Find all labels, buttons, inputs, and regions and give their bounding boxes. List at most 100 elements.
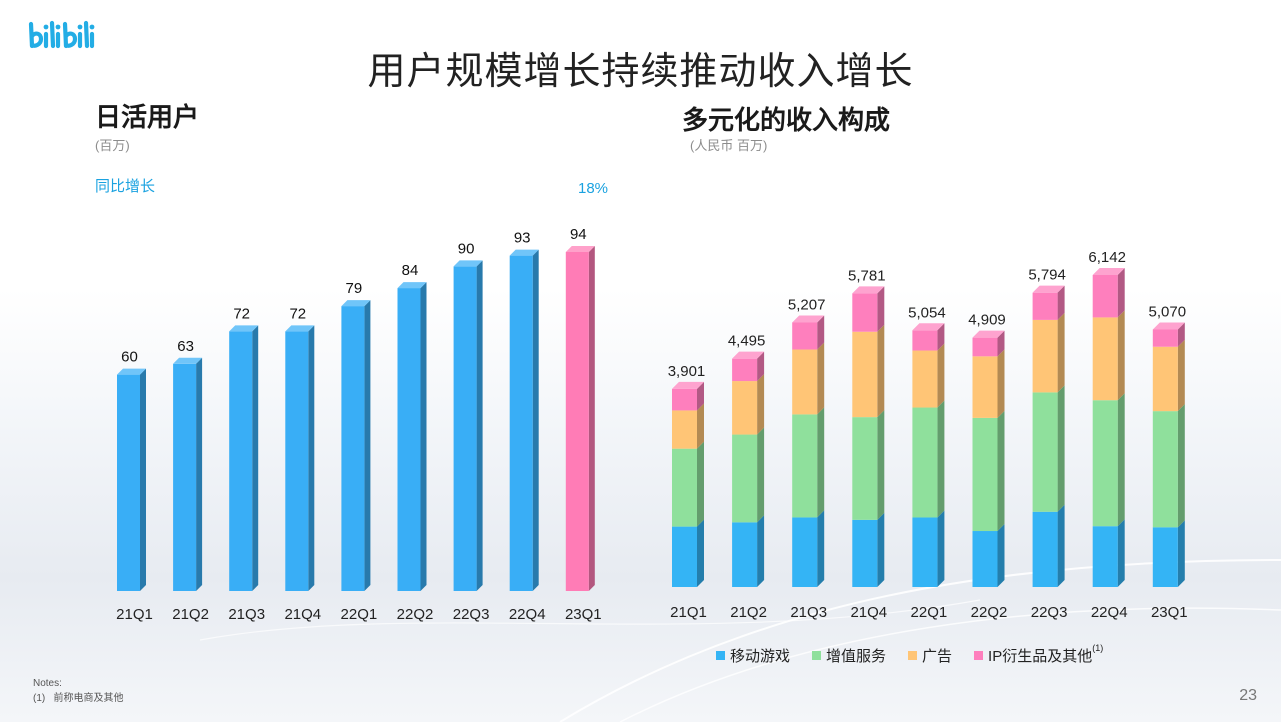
dau-value-label-21Q4: 72	[289, 305, 306, 322]
notes-item-1: (1) 前称电商及其他	[33, 693, 124, 704]
revenue-axis-label-21Q4: 21Q4	[850, 604, 887, 621]
revenue-axis-label-23Q1: 23Q1	[1151, 604, 1188, 621]
revenue-segment-vas-21Q1	[672, 441, 704, 527]
revenue-segment-advertising-22Q2	[972, 349, 1005, 418]
revenue-segment-advertising-21Q2	[732, 374, 765, 435]
dau-value-label-21Q3: 72	[233, 305, 250, 322]
revenue-segment-advertising-21Q4	[852, 324, 885, 418]
dau-bar-21Q1	[117, 368, 146, 591]
revenue-segment-vas-22Q1	[912, 400, 945, 518]
dau-value-label-21Q1: 60	[121, 349, 138, 366]
revenue-segment-ip-other-22Q3	[1032, 285, 1065, 320]
revenue-segment-vas-23Q1	[1152, 404, 1185, 528]
revenue-segment-ip-other-21Q3	[792, 315, 825, 350]
revenue-segment-ip-other-22Q2	[972, 330, 1005, 357]
revenue-total-label-21Q1: 3,901	[668, 363, 706, 380]
revenue-segment-ip-other-21Q2	[732, 351, 765, 382]
legend-label-advertising: 广告	[922, 648, 953, 665]
revenue-segment-ip-other-22Q1	[912, 323, 945, 351]
revenue-total-label-22Q3: 5,794	[1028, 267, 1066, 284]
dau-section-title: 日活用户	[95, 102, 200, 132]
revenue-segment-advertising-23Q1	[1152, 339, 1185, 412]
revenue-total-label-22Q1: 5,054	[908, 304, 946, 321]
revenue-segment-ip-other-21Q4	[852, 286, 885, 332]
legend-label-vas: 增值服务	[826, 648, 887, 665]
revenue-axis-label-21Q3: 21Q3	[790, 604, 827, 621]
dau-axis-label-22Q3: 22Q3	[453, 606, 490, 623]
legend-item-vas: 增值服务	[812, 645, 886, 666]
revenue-axis-label-22Q1: 22Q1	[911, 604, 948, 621]
dau-unit-label: (百万)	[95, 138, 130, 153]
notes-block: Notes: (1) 前称电商及其他	[33, 676, 124, 706]
dau-axis-label-21Q3: 21Q3	[228, 606, 265, 623]
revenue-segment-mobile-games-21Q1	[672, 519, 704, 587]
legend-label-ip-other-footnote: (1)	[1092, 643, 1104, 653]
revenue-total-label-22Q4: 6,142	[1088, 249, 1126, 266]
dau-axis-label-21Q2: 21Q2	[172, 606, 209, 623]
dau-bar-23Q1	[565, 246, 595, 591]
dau-value-label-21Q2: 63	[177, 338, 194, 355]
dau-bar-22Q3	[453, 260, 483, 591]
revenue-segment-advertising-22Q3	[1032, 312, 1065, 393]
dau-axis-label-21Q1: 21Q1	[116, 606, 153, 623]
revenue-segment-mobile-games-22Q2	[972, 524, 1005, 587]
revenue-axis-label-22Q2: 22Q2	[971, 604, 1008, 621]
dau-value-label-22Q4: 93	[514, 230, 531, 247]
revenue-segment-vas-21Q3	[792, 407, 825, 518]
revenue-segment-mobile-games-21Q2	[732, 515, 765, 587]
dau-bar-21Q3	[229, 325, 259, 591]
revenue-segment-mobile-games-22Q1	[912, 510, 945, 587]
dau-axis-label-22Q4: 22Q4	[509, 606, 546, 623]
dau-axis-label-22Q2: 22Q2	[397, 606, 434, 623]
dau-value-label-22Q2: 84	[402, 262, 419, 279]
legend-swatch-mobile-games	[716, 651, 725, 660]
revenue-segment-advertising-21Q1	[672, 403, 704, 449]
revenue-legend: 移动游戏 增值服务 广告 IP衍生品及其他(1)	[716, 643, 1104, 666]
revenue-segment-mobile-games-21Q3	[792, 510, 825, 587]
revenue-segment-ip-other-22Q4	[1092, 268, 1125, 318]
revenue-segment-vas-22Q4	[1092, 393, 1125, 527]
legend-label-ip-other: IP衍生品及其他(1)	[988, 643, 1104, 666]
dau-axis-label-23Q1: 23Q1	[565, 606, 602, 623]
revenue-segment-advertising-21Q3	[792, 342, 825, 415]
bilibili-logo	[25, 14, 105, 54]
legend-item-advertising: 广告	[908, 645, 952, 666]
dau-value-label-23Q1: 94	[570, 226, 587, 243]
legend-swatch-ip-other	[974, 651, 984, 660]
dau-axis-label-22Q1: 22Q1	[341, 606, 378, 623]
revenue-segment-ip-other-21Q1	[672, 381, 704, 411]
legend-swatch-vas	[812, 651, 822, 660]
page-number: 23	[1239, 687, 1257, 704]
revenue-segment-mobile-games-22Q4	[1092, 519, 1125, 587]
revenue-axis-label-21Q2: 21Q2	[730, 604, 767, 621]
revenue-segment-vas-21Q4	[852, 410, 885, 520]
revenue-segment-ip-other-23Q1	[1152, 322, 1185, 347]
revenue-total-label-21Q2: 4,495	[728, 333, 766, 350]
revenue-total-label-23Q1: 5,070	[1149, 303, 1187, 320]
legend-label-ip-other-text: IP衍生品及其他	[988, 648, 1093, 665]
revenue-segment-vas-22Q3	[1032, 385, 1065, 512]
notes-heading: Notes:	[33, 678, 62, 689]
revenue-total-label-22Q2: 4,909	[968, 312, 1006, 329]
revenue-unit-label: (人民币 百万)	[690, 138, 768, 153]
revenue-segment-vas-21Q2	[732, 427, 765, 523]
legend-item-mobile-games: 移动游戏	[716, 645, 790, 666]
revenue-segment-mobile-games-22Q3	[1032, 504, 1065, 587]
dau-bar-22Q2	[397, 282, 427, 591]
dau-value-label-22Q3: 90	[458, 240, 475, 257]
dau-bar-22Q4	[509, 249, 539, 591]
legend-item-ip-other: IP衍生品及其他(1)	[974, 643, 1104, 666]
revenue-section-title: 多元化的收入构成	[682, 105, 891, 135]
dau-bar-22Q1	[341, 300, 371, 591]
revenue-segment-mobile-games-21Q4	[852, 512, 885, 587]
revenue-axis-label-22Q3: 22Q3	[1031, 604, 1068, 621]
revenue-segment-advertising-22Q4	[1092, 310, 1125, 401]
slide-title: 用户规模增长持续推动收入增长	[367, 51, 914, 93]
dau-axis-label-21Q4: 21Q4	[284, 606, 321, 623]
revenue-segment-mobile-games-23Q1	[1152, 520, 1185, 587]
legend-label-mobile-games: 移动游戏	[730, 648, 791, 665]
revenue-axis-label-21Q1: 21Q1	[670, 604, 707, 621]
